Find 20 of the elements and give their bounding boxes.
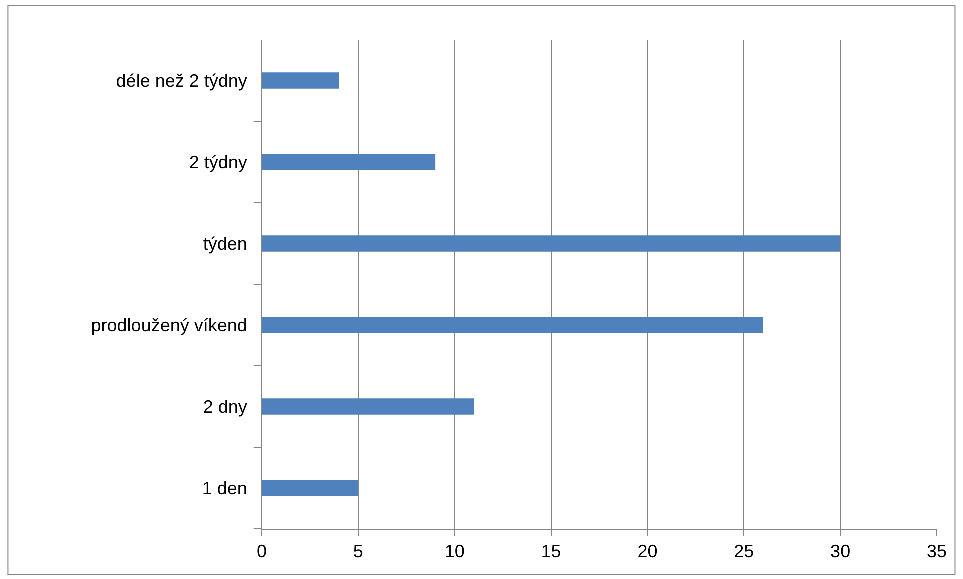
y-tick-label: týden (203, 234, 248, 254)
x-tick-label: 15 (541, 542, 562, 562)
x-tick-label: 20 (638, 542, 658, 562)
y-tick-label: 1 den (202, 478, 248, 499)
y-tick-label: 2 týdny (189, 152, 248, 173)
x-tick-label: 5 (353, 542, 364, 562)
x-tick-label: 10 (444, 542, 465, 562)
bar (262, 480, 358, 496)
y-tick-label: déle než 2 týdny (116, 71, 248, 92)
bar (262, 154, 436, 170)
y-tick-label: prodloužený víkend (91, 316, 248, 336)
x-tick-label: 35 (926, 542, 948, 562)
bar (262, 317, 764, 334)
x-tick-label: 0 (256, 542, 268, 562)
bar (262, 236, 841, 252)
x-tick-label: 25 (734, 542, 754, 562)
y-tick-label: 2 dny (203, 397, 248, 418)
bar (262, 72, 340, 89)
bar (262, 398, 474, 415)
x-tick-label: 30 (830, 542, 851, 562)
